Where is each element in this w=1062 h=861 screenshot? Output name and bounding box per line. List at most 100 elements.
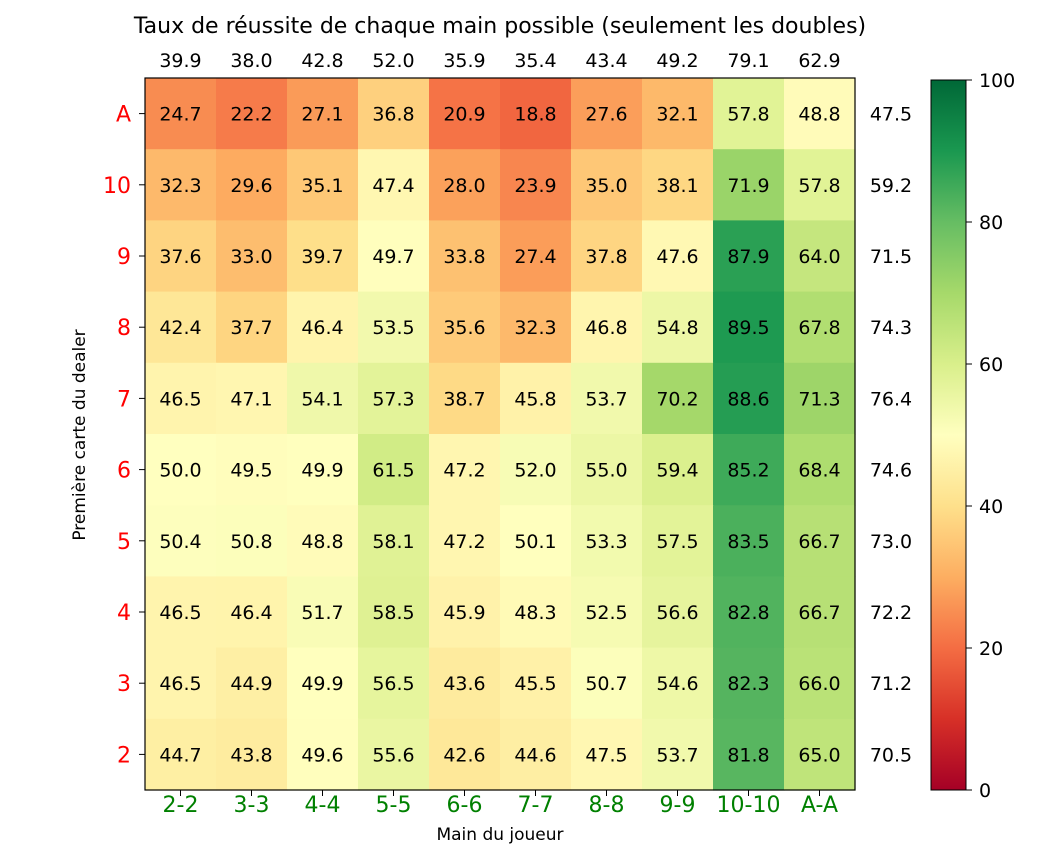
cell-value-label: 48.3 xyxy=(514,602,556,624)
heatmap-cell xyxy=(358,362,430,435)
cell-value-label: 46.5 xyxy=(159,602,201,624)
column-total-label: 42.8 xyxy=(301,50,343,72)
heatmap-cell xyxy=(216,149,288,221)
cell-value-label: 66.7 xyxy=(798,531,840,553)
cell-value-label: 27.4 xyxy=(514,246,556,268)
heatmap-cell xyxy=(358,220,430,293)
cell-value-label: 44.7 xyxy=(159,744,201,766)
y-tick-label: 6 xyxy=(117,459,131,484)
heatmap-cell xyxy=(784,220,856,293)
heatmap-cell xyxy=(358,647,430,720)
cell-value-label: 35.6 xyxy=(443,317,485,339)
colorbar-tick-label: 80 xyxy=(979,212,1003,234)
heatmap-cell xyxy=(571,291,643,364)
colorbar-tick-label: 60 xyxy=(979,354,1003,376)
cell-value-label: 70.2 xyxy=(656,388,698,410)
heatmap-cell xyxy=(713,647,785,720)
cell-value-label: 83.5 xyxy=(727,531,769,553)
heatmap-cell xyxy=(287,718,359,791)
cell-value-label: 33.8 xyxy=(443,246,485,268)
heatmap-cell xyxy=(429,362,501,435)
heatmap-cell xyxy=(216,718,288,791)
cell-value-label: 71.3 xyxy=(798,388,840,410)
row-total-label: 74.3 xyxy=(870,317,912,339)
cell-value-label: 54.8 xyxy=(656,317,698,339)
cell-value-label: 53.7 xyxy=(656,744,698,766)
cell-value-label: 61.5 xyxy=(372,460,414,482)
y-tick-label: 5 xyxy=(117,530,131,555)
colorbar-tick-label: 0 xyxy=(979,780,991,802)
cell-value-label: 52.0 xyxy=(514,460,556,482)
cell-value-label: 48.8 xyxy=(798,104,840,126)
column-total-labels: 39.9 38.0 42.8 52.0 35.9 35.4 43.4 49.2 79.1 62.9 xyxy=(159,50,840,72)
heatmap-cell xyxy=(358,78,430,150)
cell-value-label: 46.8 xyxy=(585,317,627,339)
heatmap-cell xyxy=(287,220,359,293)
cell-value-label: 57.5 xyxy=(656,531,698,553)
heatmap-cell xyxy=(429,576,501,649)
cell-value-label: 38.7 xyxy=(443,388,485,410)
heatmap-cell xyxy=(145,576,217,649)
cell-value-label: 47.6 xyxy=(656,246,698,268)
cell-value-label: 51.7 xyxy=(301,602,343,624)
column-total-label: 52.0 xyxy=(372,50,414,72)
heatmap-cell xyxy=(216,78,288,150)
heatmap-cell xyxy=(500,647,572,720)
cell-value-label: 56.5 xyxy=(372,673,414,695)
heatmap-cell xyxy=(784,718,856,791)
heatmap-cell xyxy=(784,291,856,364)
cell-value-label: 50.4 xyxy=(159,531,201,553)
cell-value-label: 35.0 xyxy=(585,175,627,197)
cell-value-label: 47.1 xyxy=(230,388,272,410)
heatmap-cell xyxy=(571,220,643,293)
heatmap-cell xyxy=(287,362,359,435)
heatmap-cell xyxy=(216,362,288,435)
cell-value-label: 49.6 xyxy=(301,744,343,766)
cell-value-label: 42.4 xyxy=(159,317,201,339)
cell-value-label: 49.7 xyxy=(372,246,414,268)
cell-value-label: 89.5 xyxy=(727,317,769,339)
heatmap-cell xyxy=(571,576,643,649)
heatmap-cell xyxy=(145,434,217,506)
plot-frame xyxy=(144,77,856,791)
heatmap-cell xyxy=(713,576,785,649)
column-total-label: 39.9 xyxy=(159,50,201,72)
cell-value-label: 66.0 xyxy=(798,673,840,695)
cell-value-label: 50.8 xyxy=(230,531,272,553)
cell-value-label: 37.8 xyxy=(585,246,627,268)
cell-value-label: 47.4 xyxy=(372,175,414,197)
cell-value-label: 85.2 xyxy=(727,460,769,482)
cell-value-label: 18.8 xyxy=(514,104,556,126)
heatmap-cell xyxy=(642,220,714,293)
y-axis-label: Première carte du dealer xyxy=(70,329,90,540)
heatmap-cell xyxy=(571,362,643,435)
cell-value-label: 47.2 xyxy=(443,531,485,553)
colorbar-tick-label: 20 xyxy=(979,638,1003,660)
cell-value-label: 50.7 xyxy=(585,673,627,695)
cell-value-label: 45.8 xyxy=(514,388,556,410)
heatmap-cell xyxy=(500,362,572,435)
heatmap-cell xyxy=(784,434,856,506)
cell-value-label: 55.6 xyxy=(372,744,414,766)
x-tick-label: 8-8 xyxy=(589,793,625,818)
heatmap-cell xyxy=(358,718,430,791)
heatmap-cell xyxy=(642,647,714,720)
cell-value-label: 44.6 xyxy=(514,744,556,766)
cell-value-label: 48.8 xyxy=(301,531,343,553)
heatmap-cell xyxy=(287,647,359,720)
cell-value-label: 43.6 xyxy=(443,673,485,695)
cell-value-label: 50.1 xyxy=(514,531,556,553)
heatmap-cell xyxy=(642,505,714,577)
cell-value-label: 29.6 xyxy=(230,175,272,197)
heatmap-cell xyxy=(287,576,359,649)
heatmap-cell xyxy=(571,149,643,221)
x-tick-label: 6-6 xyxy=(447,793,483,818)
heatmap-cell xyxy=(713,718,785,791)
heatmap-cell xyxy=(571,434,643,506)
cell-value-label: 64.0 xyxy=(798,246,840,268)
cell-value-label: 28.0 xyxy=(443,175,485,197)
row-total-labels: 47.5 59.2 71.5 74.3 76.4 74.6 73.0 72.2 71.2 70.5 xyxy=(870,104,912,767)
x-tick-label: A-A xyxy=(801,793,838,818)
cell-value-label: 53.5 xyxy=(372,317,414,339)
cell-value-label: 53.7 xyxy=(585,388,627,410)
